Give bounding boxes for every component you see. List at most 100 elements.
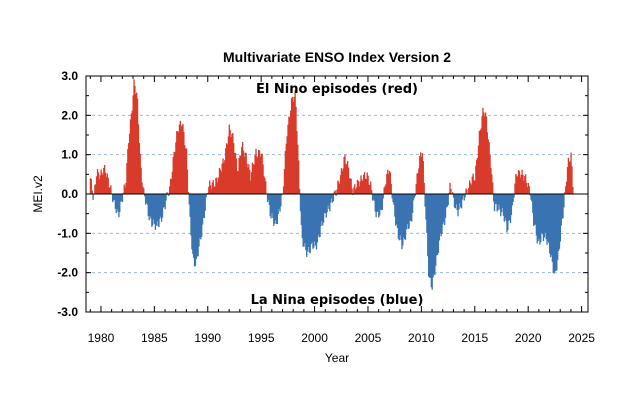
bar-negative [509,194,512,223]
bar-positive [449,182,451,194]
bar-positive [236,171,238,194]
bar-negative [398,194,400,241]
bar-positive [175,142,177,194]
bar-positive [353,187,355,194]
bar-positive [136,92,138,194]
bar-positive [218,167,221,194]
bar-negative [401,194,403,250]
bar-negative [314,194,316,242]
bar-positive [282,186,285,194]
bar-positive [339,175,342,194]
bar-positive [181,125,183,194]
bar-positive [473,180,475,194]
bar-positive [122,192,125,194]
bar-positive [138,143,141,194]
bar-negative [501,194,504,208]
bar-negative [407,194,409,229]
bar-positive [264,177,266,194]
bar-positive [293,97,295,194]
bar-negative [272,194,274,218]
bar-negative [155,194,157,226]
bar-negative [435,194,437,266]
bar-negative [550,194,553,256]
bar-positive [523,180,525,194]
bar-negative [270,194,272,219]
bar-negative [548,194,550,243]
bar-negative [460,194,463,209]
bar-positive [450,188,452,194]
bar-positive [173,151,175,194]
bar-negative [119,194,121,213]
bar-negative [405,194,408,230]
bar-positive [187,192,189,194]
bar-positive [212,180,214,194]
bar-negative [191,194,193,250]
bar-negative [278,194,280,209]
bar-positive [261,153,263,194]
bar-positive [336,189,338,194]
bar-negative [273,194,275,226]
bar-negative [199,194,201,238]
bar-positive [528,185,530,194]
bar-positive [371,190,373,194]
bar-negative [121,194,124,203]
bar-positive [101,172,103,194]
bar-positive [290,110,292,194]
bar-negative [323,194,326,214]
bar-positive [179,120,181,194]
bar-positive [104,172,107,194]
bar-positive [215,177,217,194]
bar-positive [488,142,490,194]
bar-negative [308,194,311,253]
bar-negative [404,194,407,240]
bar-negative [533,194,536,225]
bar-negative [496,194,498,212]
y-tick-label: 3.0 [61,69,78,83]
bar-positive [242,150,245,194]
y-tick-label: 1.0 [61,148,78,162]
bar-negative [428,194,431,278]
bar-positive [368,184,370,194]
bar-negative [394,194,396,217]
bar-positive [224,160,226,194]
bar-positive [126,163,128,194]
bar-negative [455,194,457,205]
bar-negative [190,194,192,236]
bar-negative [432,194,434,278]
bar-negative [302,194,304,247]
bar-positive [105,177,108,194]
bar-negative [563,194,565,208]
bar-positive [170,179,173,194]
bar-positive [132,95,134,194]
bar-positive [221,163,223,194]
bar-positive [525,174,527,194]
bar-positive [262,164,264,194]
bar-negative [560,194,562,226]
bar-negative [555,194,557,271]
bar-negative [120,194,122,202]
bar-positive [476,159,478,194]
bar-positive [135,93,137,194]
y-axis-ticks: 3.0 2.0 1.0 0.0 -1.0 -2.0 -3.0 [57,69,588,319]
bar-positive [182,123,184,194]
bar-positive [343,156,345,194]
bar-negative [513,194,515,198]
bars-group [89,79,574,290]
bar-positive [260,153,262,194]
bar-positive [91,190,93,194]
bar-negative [204,194,206,211]
bar-negative [319,194,321,237]
bar-positive [472,173,474,194]
bar-negative [431,194,433,290]
bar-negative [508,194,511,221]
x-tick-label: 2005 [355,331,382,345]
bar-positive [245,152,247,194]
bar-negative [332,194,335,202]
bar-negative [436,194,438,256]
bar-negative [159,194,161,219]
bar-negative [409,194,411,221]
bar-negative [424,194,426,207]
bar-positive [289,117,291,194]
bar-negative [396,194,399,229]
bar-negative [542,194,545,242]
